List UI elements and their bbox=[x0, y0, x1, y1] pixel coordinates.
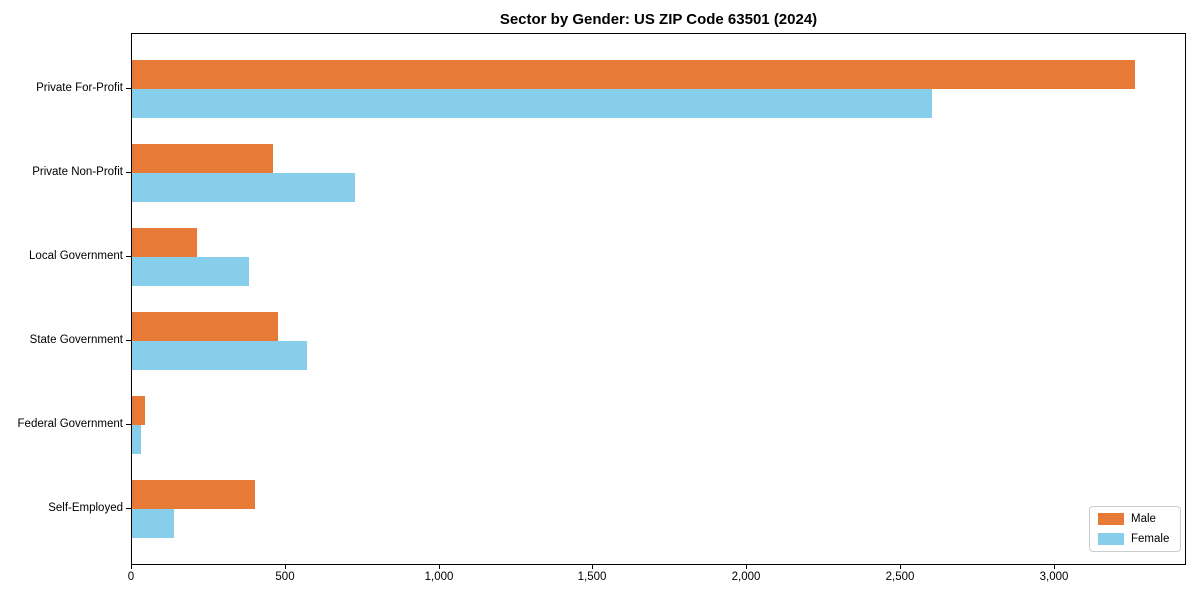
bar-male-private-non-profit bbox=[132, 144, 273, 173]
x-tick-label-500: 500 bbox=[275, 571, 295, 583]
y-tick-mark-self-employed bbox=[126, 508, 131, 509]
x-tick-label-2-500: 2,500 bbox=[885, 571, 915, 583]
legend-row-male: Male bbox=[1098, 513, 1172, 525]
chart-title: Sector by Gender: US ZIP Code 63501 (202… bbox=[499, 11, 818, 28]
x-tick-label-0: 0 bbox=[127, 571, 135, 583]
bar-female-federal-government bbox=[132, 425, 141, 454]
x-tick-mark-3-000 bbox=[1054, 565, 1055, 569]
x-tick-label-1-500: 1,500 bbox=[577, 571, 607, 583]
plot-area bbox=[131, 33, 1186, 565]
legend: Male Female bbox=[1089, 506, 1181, 552]
bar-female-state-government bbox=[132, 341, 307, 370]
y-tick-mark-private-non-profit bbox=[126, 172, 131, 173]
y-tick-label-self-employed: Self-Employed bbox=[48, 502, 123, 514]
y-tick-label-state-government: State Government bbox=[29, 334, 123, 346]
bar-male-self-employed bbox=[132, 480, 255, 509]
y-tick-mark-private-for-profit bbox=[126, 88, 131, 89]
y-tick-label-federal-government: Federal Government bbox=[17, 418, 123, 430]
legend-label-male: Male bbox=[1131, 513, 1156, 525]
x-tick-mark-1-500 bbox=[592, 565, 593, 569]
x-tick-mark-2-500 bbox=[900, 565, 901, 569]
bar-female-self-employed bbox=[132, 509, 174, 538]
bar-male-private-for-profit bbox=[132, 60, 1135, 89]
x-tick-mark-0 bbox=[131, 565, 132, 569]
x-tick-mark-2-000 bbox=[746, 565, 747, 569]
bar-female-private-non-profit bbox=[132, 173, 355, 202]
y-tick-label-private-for-profit: Private For-Profit bbox=[36, 82, 123, 94]
y-tick-label-private-non-profit: Private Non-Profit bbox=[32, 166, 123, 178]
y-tick-label-local-government: Local Government bbox=[29, 250, 123, 262]
x-tick-label-2-000: 2,000 bbox=[731, 571, 761, 583]
bar-male-local-government bbox=[132, 228, 197, 257]
x-tick-label-1-000: 1,000 bbox=[424, 571, 454, 583]
bar-male-federal-government bbox=[132, 396, 145, 425]
bar-male-state-government bbox=[132, 312, 278, 341]
legend-row-female: Female bbox=[1098, 533, 1172, 545]
y-tick-mark-local-government bbox=[126, 256, 131, 257]
bar-female-private-for-profit bbox=[132, 89, 932, 118]
bar-female-local-government bbox=[132, 257, 249, 286]
x-tick-mark-500 bbox=[285, 565, 286, 569]
x-tick-mark-1-000 bbox=[439, 565, 440, 569]
legend-label-female: Female bbox=[1131, 533, 1170, 545]
female-swatch-icon bbox=[1098, 533, 1124, 545]
y-tick-mark-federal-government bbox=[126, 424, 131, 425]
y-tick-mark-state-government bbox=[126, 340, 131, 341]
male-swatch-icon bbox=[1098, 513, 1124, 525]
x-tick-label-3-000: 3,000 bbox=[1039, 571, 1069, 583]
